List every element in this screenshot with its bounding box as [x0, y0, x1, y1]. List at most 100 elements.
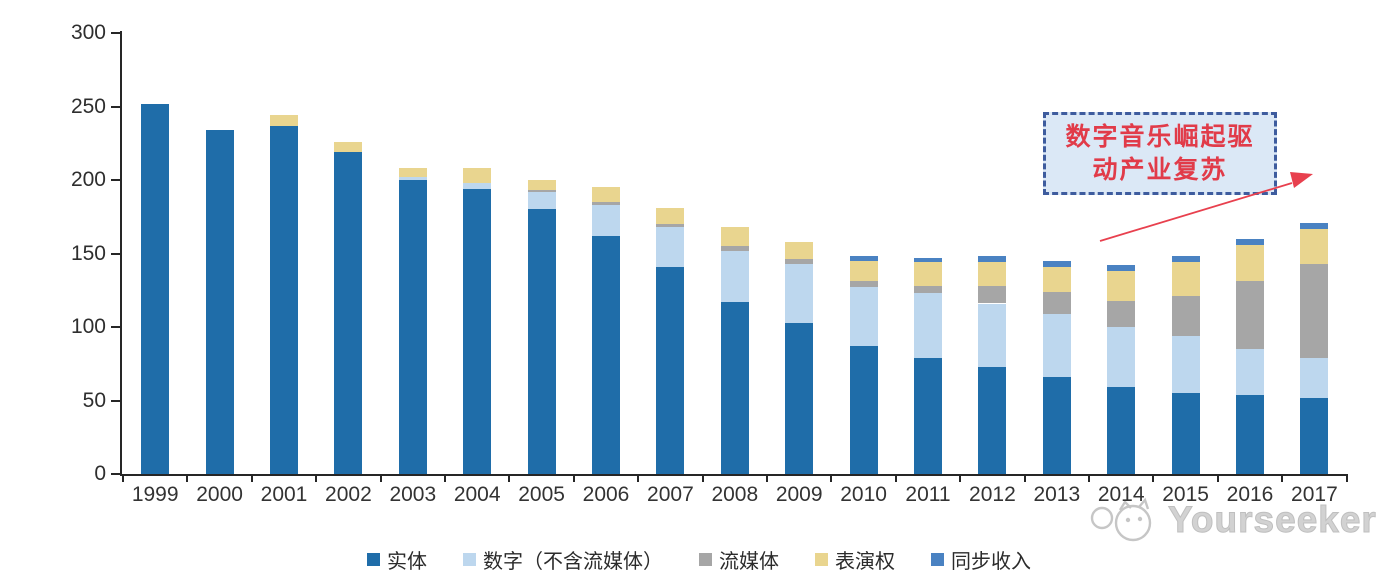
bar-segment — [1300, 228, 1329, 264]
bar-2001 — [270, 33, 298, 474]
bar-segment — [914, 285, 942, 294]
bar-segment — [398, 177, 427, 181]
bar-segment — [527, 180, 556, 191]
bar-segment — [1042, 266, 1071, 292]
legend-item: 表演权 — [815, 545, 895, 574]
bar-segment — [978, 303, 1007, 367]
bar-segment — [463, 168, 492, 183]
bar-segment — [527, 209, 556, 474]
legend-item: 实体 — [367, 545, 427, 574]
x-axis-tick — [315, 474, 318, 482]
x-axis-label: 2014 — [1097, 483, 1145, 506]
y-axis-tick — [111, 252, 120, 255]
legend: 实体 数字（不含流媒体） 流媒体 表演权 同步收入 — [0, 545, 1398, 574]
x-axis-line — [120, 474, 1348, 476]
x-axis-label: 1999 — [131, 483, 179, 506]
bar-2016 — [1236, 33, 1264, 474]
annotation-text-line1: 数字音乐崛起驱 — [1065, 122, 1255, 151]
watermark: Yourseeker — [1086, 494, 1377, 546]
y-axis-tick — [111, 399, 120, 402]
bar-segment — [1042, 313, 1071, 377]
bar-segment — [914, 293, 942, 358]
x-axis-tick — [186, 474, 189, 482]
x-axis-tick — [122, 474, 124, 482]
x-axis-tick — [766, 474, 768, 482]
legend-swatch — [931, 553, 944, 566]
y-axis-line — [120, 31, 122, 476]
x-axis-label: 2008 — [711, 483, 759, 506]
x-axis-label: 2016 — [1226, 483, 1274, 506]
x-axis-label: 2006 — [582, 483, 630, 506]
bar-segment — [656, 266, 685, 474]
bar-segment — [398, 168, 427, 178]
bar-segment — [398, 180, 427, 474]
bar-segment — [463, 188, 492, 474]
bar-segment — [1236, 349, 1264, 395]
bar-segment — [270, 115, 298, 126]
annotation-text-line2: 动产业复苏 — [1092, 154, 1228, 184]
legend-swatch — [699, 553, 712, 566]
bar-2015 — [1171, 33, 1200, 474]
bar-segment — [849, 260, 878, 282]
legend-label: 表演权 — [835, 551, 895, 573]
bar-segment — [914, 357, 942, 474]
bar-1999 — [141, 33, 170, 474]
x-axis-label: 2004 — [453, 483, 501, 506]
bar-segment — [1300, 397, 1329, 474]
bar-segment — [1042, 376, 1071, 474]
bar-segment — [1171, 262, 1200, 297]
bar-segment — [592, 235, 620, 474]
bar-segment — [1042, 260, 1071, 267]
x-axis-tick — [1152, 474, 1155, 482]
x-axis-label: 2011 — [905, 483, 951, 506]
bar-2000 — [205, 33, 234, 474]
x-axis-tick — [830, 474, 833, 482]
bar-2007 — [656, 33, 685, 474]
legend-swatch — [815, 553, 828, 566]
legend-item: 数字（不含流媒体） — [463, 545, 663, 574]
legend-item: 流媒体 — [699, 545, 779, 574]
bar-segment — [1107, 327, 1136, 388]
bar-segment — [978, 285, 1007, 304]
bar-segment — [1171, 393, 1200, 474]
bar-segment — [656, 224, 685, 228]
bar-2017 — [1300, 33, 1329, 474]
x-axis-label: 2003 — [389, 483, 437, 506]
y-axis-tick-label: 0 — [94, 462, 106, 485]
bar-2012 — [978, 33, 1007, 474]
bar-segment — [978, 366, 1007, 474]
x-axis-label: 2009 — [775, 483, 823, 506]
x-axis-tick — [894, 474, 897, 482]
x-axis-tick — [701, 474, 704, 482]
x-axis-tick — [1023, 474, 1026, 482]
legend-label: 流媒体 — [719, 551, 779, 573]
bar-segment — [334, 141, 363, 153]
bar-segment — [978, 256, 1007, 263]
bar-segment — [720, 302, 749, 474]
y-axis-tick-label: 300 — [70, 21, 106, 44]
bar-2002 — [334, 33, 363, 474]
bar-2014 — [1107, 33, 1136, 474]
bar-2003 — [398, 33, 427, 474]
bar-segment — [978, 262, 1007, 286]
bar-segment — [1171, 335, 1200, 394]
bar-segment — [914, 262, 942, 286]
y-axis-tick-label: 200 — [70, 168, 106, 191]
y-axis-tick — [111, 105, 120, 108]
legend-swatch — [367, 553, 380, 566]
bar-segment — [849, 256, 878, 261]
x-axis-label: 2001 — [260, 483, 308, 506]
y-axis-tick-label: 50 — [82, 388, 106, 412]
bar-segment — [720, 250, 749, 303]
bar-segment — [141, 103, 170, 474]
bar-segment — [914, 257, 942, 263]
watermark-brand: Yourseeker — [1168, 499, 1377, 541]
legend-label: 实体 — [387, 551, 427, 573]
bar-segment — [720, 227, 749, 247]
bar-segment — [656, 207, 685, 225]
x-axis-label: 2015 — [1162, 483, 1209, 506]
bar-2010 — [849, 33, 878, 474]
bar-2005 — [527, 33, 556, 474]
bar-segment — [334, 152, 363, 474]
